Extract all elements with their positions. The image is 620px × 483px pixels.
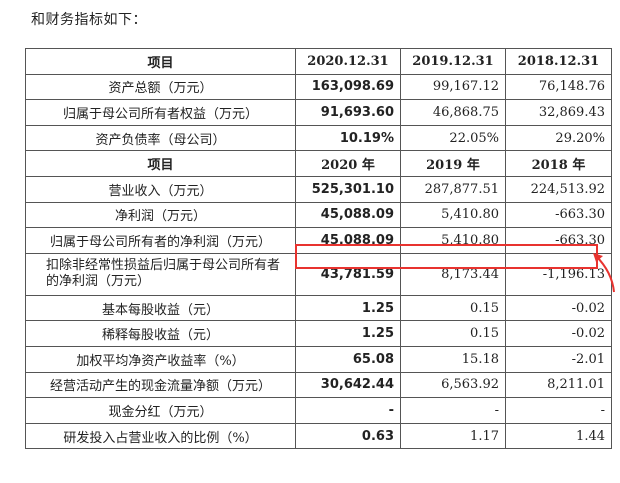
table-row: 营业收入（万元） 525,301.10 287,877.51 224,513.9…: [25, 175, 612, 203]
value-cell: 525,301.10: [295, 175, 401, 203]
row-label: 营业收入（万元）: [25, 175, 296, 203]
table-row: 归属于母公司所有者权益（万元） 91,693.60 46,868.75 32,8…: [25, 99, 612, 126]
table-row-highlighted: 归属于母公司所有者的净利润（万元） 45,088.09 5,410.80 -66…: [25, 227, 612, 254]
header-cell: 2018 年: [505, 150, 612, 177]
value-cell: 224,513.92: [505, 175, 612, 203]
value-cell: -: [295, 397, 401, 424]
table-header-row: 项目 2020.12.31 2019.12.31 2018.12.31: [25, 48, 612, 75]
row-label: 现金分红（万元）: [25, 397, 296, 424]
value-cell: 287,877.51: [400, 175, 506, 203]
header-cell: 项目: [25, 150, 296, 177]
value-cell: 1.25: [295, 320, 401, 347]
value-cell: 76,148.76: [505, 73, 612, 101]
table-row: 资产负债率（母公司） 10.19% 22.05% 29.20%: [25, 124, 612, 152]
row-label: 经营活动产生的现金流量净额（万元）: [25, 371, 296, 399]
value-cell: 99,167.12: [400, 73, 506, 101]
header-cell: 2020.12.31: [295, 48, 401, 75]
header-cell: 2019 年: [400, 150, 506, 177]
table-row: 净利润（万元） 45,088.09 5,410.80 -663.30: [25, 201, 612, 229]
value-cell: 0.15: [400, 294, 506, 322]
value-cell: -2.01: [505, 345, 612, 373]
row-label: 资产总额（万元）: [25, 73, 296, 101]
value-cell: 22.05%: [400, 124, 506, 152]
table-row: 扣除非经常性损益后归属于母公司所有者的净利润（万元） 43,781.59 8,1…: [25, 252, 612, 296]
value-cell: 29.20%: [505, 124, 612, 152]
table-row: 现金分红（万元） - - -: [25, 397, 612, 424]
value-cell: -: [505, 397, 612, 424]
row-label: 归属于母公司所有者权益（万元）: [25, 99, 296, 126]
table-row: 基本每股收益（元） 1.25 0.15 -0.02: [25, 294, 612, 322]
table-header-row: 项目 2020 年 2019 年 2018 年: [25, 150, 612, 177]
value-cell: 43,781.59: [295, 252, 401, 296]
value-cell: 46,868.75: [400, 99, 506, 126]
value-cell: 91,693.60: [295, 99, 401, 126]
table-row: 稀释每股收益（元） 1.25 0.15 -0.02: [25, 320, 612, 347]
row-label: 归属于母公司所有者的净利润（万元）: [25, 227, 296, 254]
value-cell: 8,173.44: [400, 252, 506, 296]
value-cell: 30,642.44: [295, 371, 401, 399]
row-label: 稀释每股收益（元）: [25, 320, 296, 347]
row-label: 资产负债率（母公司）: [25, 124, 296, 152]
value-cell: 45,088.09: [295, 201, 401, 229]
value-cell: 5,410.80: [400, 201, 506, 229]
value-cell: 8,211.01: [505, 371, 612, 399]
table-row: 加权平均净资产收益率（%） 65.08 15.18 -2.01: [25, 345, 612, 373]
table-row: 资产总额（万元） 163,098.69 99,167.12 76,148.76: [25, 73, 612, 101]
intro-text: 和财务指标如下：: [31, 12, 147, 28]
value-cell: 15.18: [400, 345, 506, 373]
value-cell: 45,088.09: [295, 227, 401, 254]
financial-indicators-table: 项目 2020.12.31 2019.12.31 2018.12.31 资产总额…: [25, 48, 612, 450]
value-cell: 6,563.92: [400, 371, 506, 399]
value-cell: -0.02: [505, 320, 612, 347]
row-label: 加权平均净资产收益率（%）: [25, 345, 296, 373]
value-cell: 0.63: [295, 422, 401, 450]
header-cell: 2019.12.31: [400, 48, 506, 75]
value-cell: -663.30: [505, 201, 612, 229]
value-cell: 10.19%: [295, 124, 401, 152]
row-label: 净利润（万元）: [25, 201, 296, 229]
row-label: 基本每股收益（元）: [25, 294, 296, 322]
value-cell: 65.08: [295, 345, 401, 373]
row-label: 研发投入占营业收入的比例（%）: [25, 422, 296, 450]
value-cell: 32,869.43: [505, 99, 612, 126]
table-row: 研发投入占营业收入的比例（%） 0.63 1.17 1.44: [25, 422, 612, 450]
value-cell: -0.02: [505, 294, 612, 322]
value-cell: 1.25: [295, 294, 401, 322]
value-cell: -: [400, 397, 506, 424]
value-cell: 1.44: [505, 422, 612, 450]
value-cell: 0.15: [400, 320, 506, 347]
value-cell: 163,098.69: [295, 73, 401, 101]
row-label: 扣除非经常性损益后归属于母公司所有者的净利润（万元）: [25, 252, 296, 296]
header-cell: 2018.12.31: [505, 48, 612, 75]
value-cell: -1,196.13: [505, 252, 612, 296]
value-cell: 5,410.80: [400, 227, 506, 254]
header-cell: 项目: [25, 48, 296, 75]
header-cell: 2020 年: [295, 150, 401, 177]
value-cell: 1.17: [400, 422, 506, 450]
table-row: 经营活动产生的现金流量净额（万元） 30,642.44 6,563.92 8,2…: [25, 371, 612, 399]
annotation-arrow-icon: [593, 253, 615, 293]
